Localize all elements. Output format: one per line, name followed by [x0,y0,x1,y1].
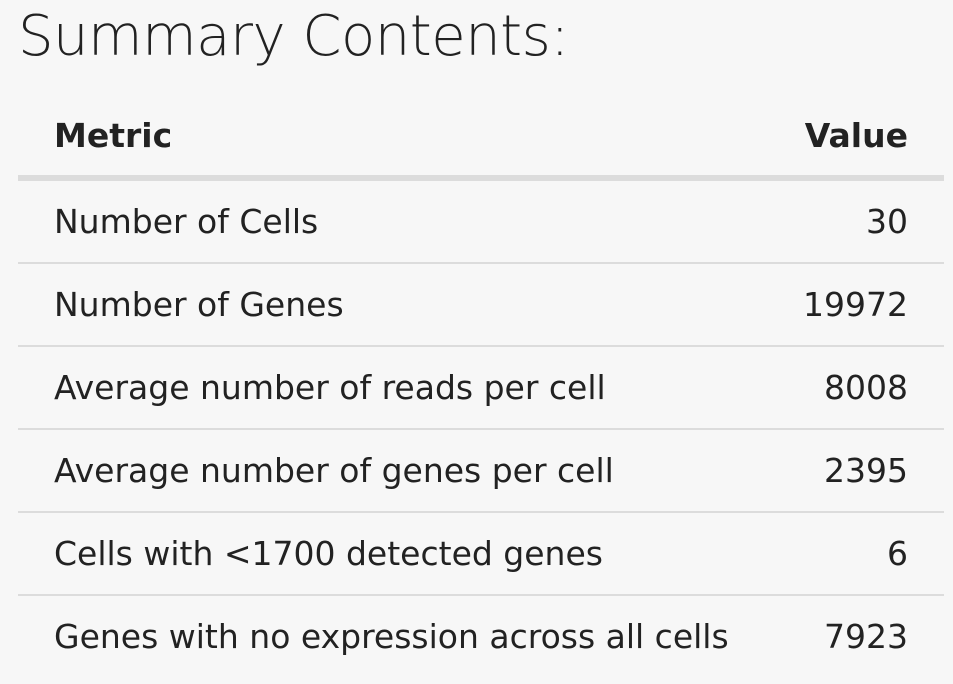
table-row: Genes with no expression across all cell… [18,595,944,677]
value-cell: 7923 [824,617,908,656]
page-title: Summary Contents: [18,4,569,69]
metric-cell: Cells with <1700 detected genes [18,512,767,596]
value-cell: 6 [766,512,944,596]
header-row: Metric Value [18,95,944,181]
value-cell: 2395 [766,429,944,513]
header-metric: Metric [18,95,767,181]
table-row: Cells with <1700 detected genes 6 [18,512,944,596]
value-cell: 8008 [766,346,944,430]
metric-cell: Number of Genes [18,263,767,347]
header-value: Value [766,95,944,181]
table-body: Number of Cells 30 Number of Genes 19972… [18,178,944,677]
table-header: Metric Value [18,95,944,181]
metric-cell: Average number of reads per cell [18,346,767,430]
metric-cell: Number of Cells [18,178,767,264]
value-cell: 30 [766,178,944,264]
table-row: Number of Cells 30 [18,178,944,264]
table-row: Average number of reads per cell 8008 [18,346,944,430]
value-cell: 19972 [766,263,944,347]
table-row: Number of Genes 19972 [18,263,944,347]
metric-cell: Average number of genes per cell [18,429,767,513]
summary-table: Metric Value Number of Cells 30 Number o… [18,95,944,677]
table-row: Average number of genes per cell 2395 [18,429,944,513]
metric-cell: Genes with no expression across all cell… [54,617,729,656]
